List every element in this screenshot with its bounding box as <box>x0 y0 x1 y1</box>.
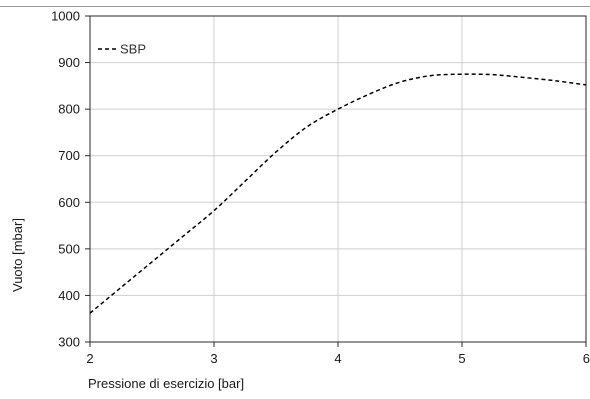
y-tick-label: 900 <box>58 55 80 70</box>
x-tick-label: 3 <box>210 351 217 366</box>
series-line-sbp <box>89 73 587 314</box>
y-tick-label: 300 <box>58 335 80 350</box>
x-axis-title: Pressione di esercizio [bar] <box>88 376 244 391</box>
y-axis-title: Vuoto [mbar] <box>10 218 25 292</box>
x-tick-label: 4 <box>334 351 341 366</box>
series-layer <box>89 73 587 314</box>
grid <box>90 16 586 342</box>
x-tick-label: 2 <box>86 351 93 366</box>
legend: SBP <box>98 42 146 57</box>
x-tick-label: 6 <box>583 351 590 366</box>
x-axis-ticks: 2 3 4 5 6 <box>86 342 590 366</box>
y-tick-label: 700 <box>58 148 80 163</box>
y-tick-label: 600 <box>58 195 80 210</box>
y-tick-label: 1000 <box>51 9 80 24</box>
x-tick-label: 5 <box>458 351 465 366</box>
y-tick-label: 500 <box>58 241 80 256</box>
y-tick-label: 400 <box>58 288 80 303</box>
y-axis-ticks: 300 400 500 600 700 800 900 1000 <box>51 9 90 350</box>
y-tick-label: 800 <box>58 102 80 117</box>
legend-label-sbp: SBP <box>120 42 146 57</box>
